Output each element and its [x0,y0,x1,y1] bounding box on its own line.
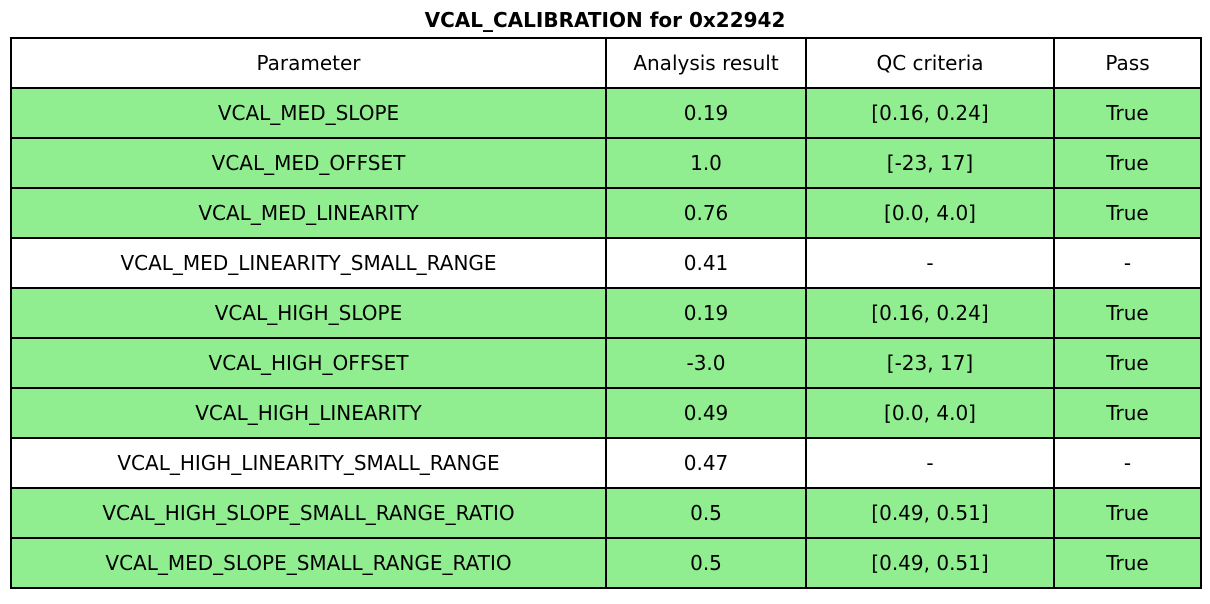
pass-cell: True [1053,137,1202,189]
qc-criteria-cell: [0.0, 4.0] [805,187,1055,239]
qc-criteria-cell: [0.0, 4.0] [805,387,1055,439]
parameter-cell: VCAL_MED_SLOPE_SMALL_RANGE_RATIO [10,537,607,589]
analysis-result-cell: 0.5 [605,487,807,539]
parameter-cell: VCAL_HIGH_OFFSET [10,337,607,389]
parameter-cell: VCAL_MED_SLOPE [10,87,607,139]
table-row: VCAL_HIGH_LINEARITY_SMALL_RANGE 0.47 - - [10,437,1202,489]
pass-cell: True [1053,87,1202,139]
pass-cell: - [1053,237,1202,289]
table-row: VCAL_MED_SLOPE_SMALL_RANGE_RATIO 0.5 [0.… [10,537,1202,589]
analysis-result-cell: 0.47 [605,437,807,489]
parameter-cell: VCAL_MED_LINEARITY [10,187,607,239]
pass-cell: - [1053,437,1202,489]
qc-criteria-cell: [0.49, 0.51] [805,537,1055,589]
qc-criteria-cell: [0.16, 0.24] [805,87,1055,139]
table-row: VCAL_HIGH_SLOPE_SMALL_RANGE_RATIO 0.5 [0… [10,487,1202,539]
qc-criteria-cell: [0.16, 0.24] [805,287,1055,339]
parameter-cell: VCAL_MED_LINEARITY_SMALL_RANGE [10,237,607,289]
qc-criteria-cell: [-23, 17] [805,337,1055,389]
analysis-result-cell: 0.41 [605,237,807,289]
header-cell-analysis-result: Analysis result [605,37,807,89]
pass-cell: True [1053,287,1202,339]
analysis-result-cell: 1.0 [605,137,807,189]
qc-criteria-cell: [-23, 17] [805,137,1055,189]
analysis-result-cell: 0.19 [605,287,807,339]
table-row: VCAL_HIGH_OFFSET -3.0 [-23, 17] True [10,337,1202,389]
table-row: VCAL_MED_LINEARITY 0.76 [0.0, 4.0] True [10,187,1202,239]
parameter-cell: VCAL_HIGH_LINEARITY [10,387,607,439]
table-row: VCAL_MED_LINEARITY_SMALL_RANGE 0.41 - - [10,237,1202,289]
parameter-cell: VCAL_HIGH_SLOPE [10,287,607,339]
table-row: VCAL_MED_SLOPE 0.19 [0.16, 0.24] True [10,87,1202,139]
table-header-row: Parameter Analysis result QC criteria Pa… [10,37,1202,89]
qc-results-table: Parameter Analysis result QC criteria Pa… [10,37,1202,589]
header-cell-qc-criteria: QC criteria [805,37,1055,89]
analysis-result-cell: 0.76 [605,187,807,239]
pass-cell: True [1053,187,1202,239]
table-row: VCAL_MED_OFFSET 1.0 [-23, 17] True [10,137,1202,189]
pass-cell: True [1053,387,1202,439]
table-row: VCAL_HIGH_LINEARITY 0.49 [0.0, 4.0] True [10,387,1202,439]
parameter-cell: VCAL_HIGH_SLOPE_SMALL_RANGE_RATIO [10,487,607,539]
pass-cell: True [1053,537,1202,589]
parameter-cell: VCAL_MED_OFFSET [10,137,607,189]
pass-cell: True [1053,487,1202,539]
analysis-result-cell: -3.0 [605,337,807,389]
parameter-cell: VCAL_HIGH_LINEARITY_SMALL_RANGE [10,437,607,489]
page-title: VCAL_CALIBRATION for 0x22942 [424,8,786,32]
pass-cell: True [1053,337,1202,389]
header-cell-parameter: Parameter [10,37,607,89]
analysis-result-cell: 0.19 [605,87,807,139]
qc-criteria-cell: - [805,237,1055,289]
analysis-result-cell: 0.5 [605,537,807,589]
header-cell-pass: Pass [1053,37,1202,89]
qc-criteria-cell: [0.49, 0.51] [805,487,1055,539]
qc-criteria-cell: - [805,437,1055,489]
table-row: VCAL_HIGH_SLOPE 0.19 [0.16, 0.24] True [10,287,1202,339]
analysis-result-cell: 0.49 [605,387,807,439]
